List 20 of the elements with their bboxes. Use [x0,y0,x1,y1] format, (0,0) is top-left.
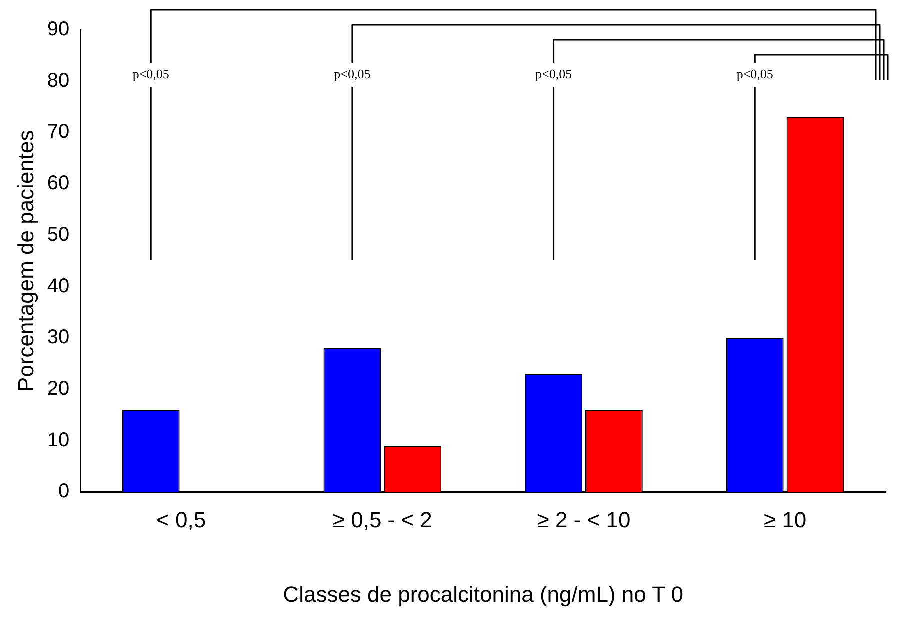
annotation: p<0,05 [334,66,371,82]
y-axis-title: Porcentagem de pacientes [13,130,38,392]
y-tick-label: 30 [47,326,70,349]
annotation: p<0,05 [535,66,572,82]
y-tick-label: 0 [58,480,70,503]
y-tick-label: 50 [47,224,70,246]
x-axis-title: Classes de procalcitonina (ng/mL) no T 0 [283,582,684,607]
y-tick-label: 20 [47,378,70,400]
x-tick-label: ≥ 10 [764,507,807,532]
x-tick-label: ≥ 0,5 - < 2 [332,507,432,532]
annotation: p<0,05 [736,66,774,82]
x-tick-label: ≥ 2 - < 10 [537,507,631,532]
y-tick-label: 90 [47,18,70,41]
y-tick-label: 60 [47,172,70,195]
x-tick-label: < 0,5 [156,507,206,532]
y-tick-label: 40 [47,275,70,298]
y-tick-label: 80 [47,70,70,92]
y-tick-label: 70 [47,121,70,144]
annotation: p<0,05 [132,66,170,82]
y-tick-label: 10 [47,429,70,452]
